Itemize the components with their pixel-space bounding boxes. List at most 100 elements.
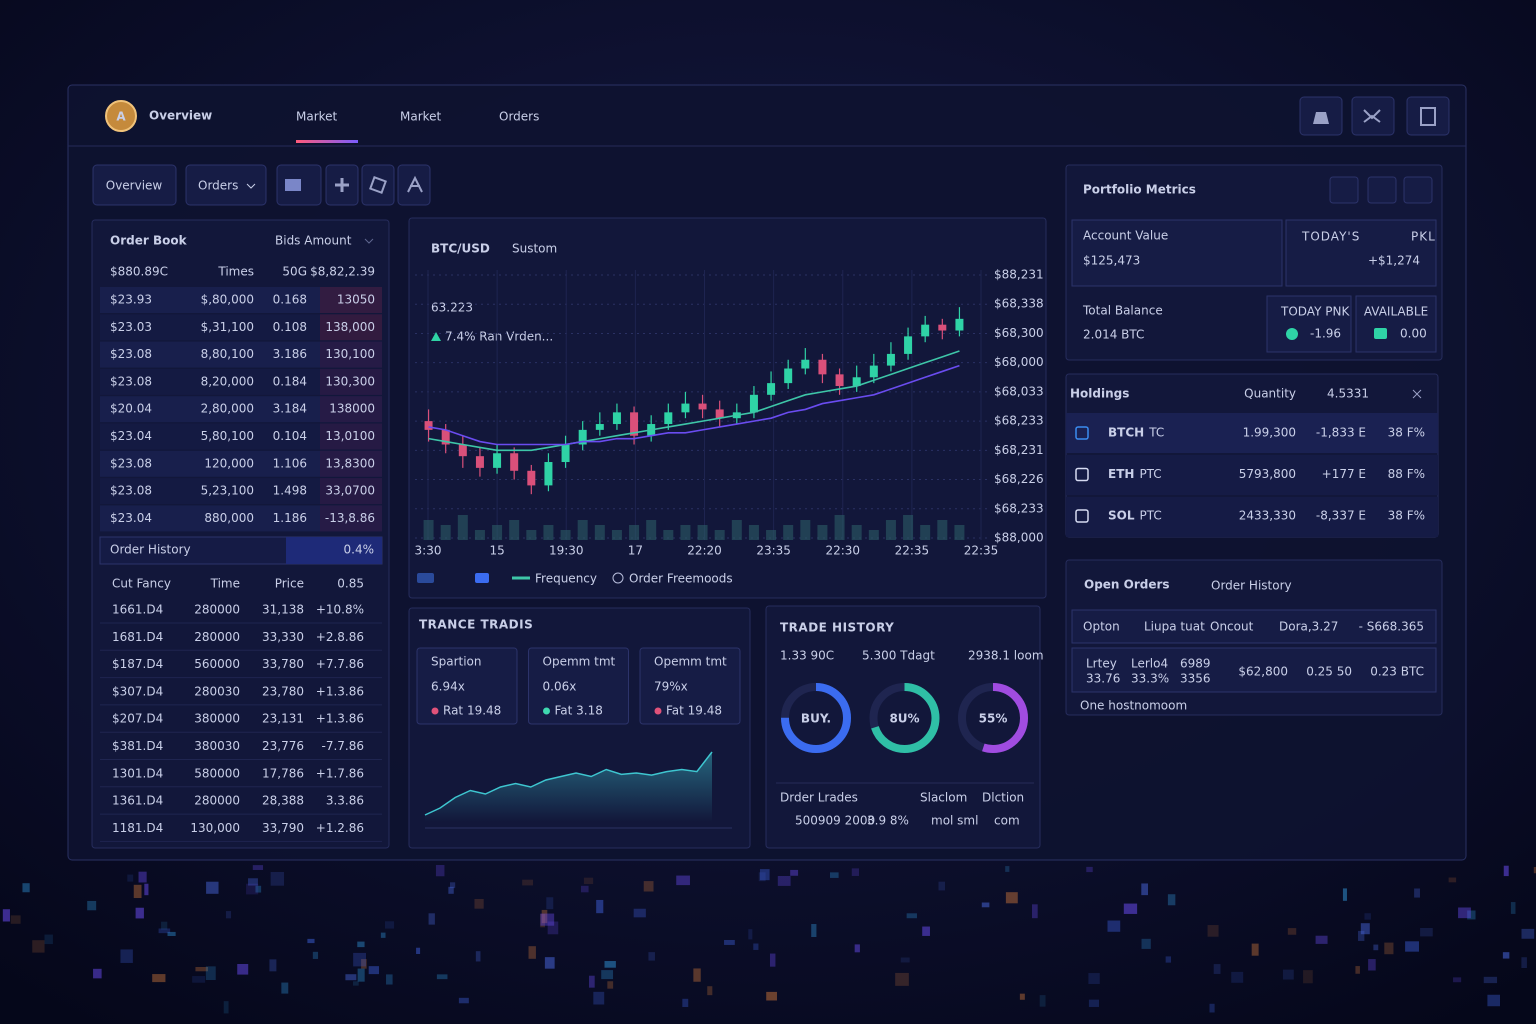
- bokeh-dot: [158, 928, 171, 934]
- y-tick-label: $68,231: [994, 443, 1044, 457]
- toolbar-button[interactable]: [185, 164, 267, 206]
- volume-bar: [611, 530, 622, 540]
- filter[interactable]: 1.33 90C: [780, 649, 834, 663]
- candle-body: [441, 429, 450, 445]
- stat-label: Spartion: [431, 655, 482, 669]
- bokeh-dot: [769, 953, 776, 967]
- cell: $,31,100: [201, 320, 254, 334]
- bokeh-dot: [758, 872, 766, 882]
- logo[interactable]: [105, 100, 137, 132]
- close-icon[interactable]: [1412, 389, 1422, 399]
- bokeh-dot: [682, 998, 689, 1007]
- cell: 5,23,100: [201, 484, 254, 498]
- volume-bar: [885, 520, 896, 540]
- panel-title: Holdings: [1070, 387, 1129, 401]
- cell: 5793,800: [1239, 467, 1296, 481]
- candle-body: [612, 412, 621, 425]
- cell: +7.7.86: [316, 657, 364, 671]
- column-header: Liupa tuat: [1144, 620, 1205, 634]
- cell: 33.76: [1086, 672, 1120, 686]
- volume-bar: [526, 530, 537, 540]
- cell: 33,330: [262, 630, 304, 644]
- column-header: Cut Fancy: [112, 577, 171, 591]
- tab[interactable]: Open Orders: [1084, 578, 1170, 592]
- depth-bg: [320, 287, 382, 313]
- bokeh-dot: [307, 938, 315, 944]
- bokeh-dot: [1503, 865, 1509, 877]
- filter[interactable]: Bids Amount: [275, 234, 352, 248]
- toolbar-icon[interactable]: [361, 164, 395, 206]
- bokeh-dot: [1039, 995, 1046, 1007]
- icon-button[interactable]: [1329, 176, 1359, 204]
- cell: 5,80,100: [201, 429, 254, 443]
- cell: 3.3.86: [326, 794, 364, 808]
- candle-body: [921, 324, 930, 337]
- depth-bg: [320, 341, 382, 368]
- bokeh-dot: [753, 943, 759, 950]
- candle-body: [424, 421, 433, 430]
- candle-body: [955, 318, 964, 331]
- volume-bar: [663, 530, 674, 540]
- toolbar-label[interactable]: Overview: [106, 179, 163, 193]
- bokeh-dot: [435, 865, 445, 877]
- candle-body: [458, 444, 467, 457]
- price: 63.223: [431, 301, 473, 315]
- bokeh-dot: [777, 875, 791, 886]
- cell: 6989: [1180, 657, 1211, 671]
- cell: Lerlo4: [1131, 657, 1168, 671]
- nav-tab[interactable]: Market: [400, 110, 442, 124]
- cell: 13,8300: [325, 456, 375, 470]
- bokeh-dot: [281, 982, 289, 994]
- cell: +1.7.86: [316, 766, 364, 780]
- bokeh-dot: [458, 997, 469, 1004]
- icon: [335, 178, 349, 192]
- bokeh-dot: [1360, 923, 1370, 935]
- filter[interactable]: 2938.1 loom: [968, 649, 1044, 663]
- cell: Lrtey: [1086, 657, 1117, 671]
- volume-bar: [543, 525, 554, 540]
- stat-label: Opemm tmt: [654, 655, 727, 669]
- order-row[interactable]: [1071, 647, 1437, 693]
- row-highlight[interactable]: [1066, 455, 1438, 495]
- toolbar-button[interactable]: [92, 164, 177, 206]
- icon-button[interactable]: [1367, 176, 1397, 204]
- cell: $23.03: [110, 320, 152, 334]
- icon: [369, 176, 387, 194]
- x-tick-label: 22:35: [895, 544, 930, 558]
- column-header: $880.89C: [110, 265, 168, 279]
- metric-box: [1071, 219, 1283, 287]
- column-header: $8,82,2.39: [310, 265, 375, 279]
- icon-button[interactable]: [1403, 176, 1433, 204]
- volume-bar: [714, 530, 725, 540]
- history-bar-fill: [286, 537, 382, 564]
- cell: 38 F%: [1388, 426, 1425, 440]
- stat-note: Rat 19.48: [443, 704, 501, 718]
- volume-bar: [731, 520, 742, 540]
- metric-label: PKL: [1411, 230, 1436, 244]
- cell: $207.D4: [112, 712, 163, 726]
- filter[interactable]: 5.300 Tdagt: [862, 649, 935, 663]
- trend-area: [425, 752, 712, 822]
- nav-tab[interactable]: Market: [296, 110, 338, 124]
- row-highlight[interactable]: [1066, 413, 1438, 453]
- row-highlight[interactable]: [1066, 497, 1438, 537]
- cell: 0.25 50: [1306, 665, 1352, 679]
- chevron: [364, 238, 374, 244]
- icon-button[interactable]: [1406, 96, 1450, 136]
- cell: 280000: [194, 794, 240, 808]
- candle-body: [527, 470, 536, 486]
- tab[interactable]: Order History: [1211, 579, 1292, 593]
- bokeh-dot: [1414, 888, 1420, 898]
- bokeh-dot: [127, 874, 134, 882]
- legend-swatch: [475, 573, 489, 583]
- asset-icon: [1075, 426, 1089, 440]
- bokeh-dot: [648, 952, 655, 961]
- bokeh-dot: [44, 934, 53, 945]
- cell: 23,131: [262, 712, 304, 726]
- toolbar-label[interactable]: Orders: [198, 179, 238, 193]
- bokeh-dot: [205, 966, 216, 980]
- status-dot: [654, 707, 662, 715]
- x-tick-label: 3:30: [415, 544, 442, 558]
- bokeh-dot: [1510, 902, 1516, 914]
- nav-tab[interactable]: Orders: [499, 110, 539, 124]
